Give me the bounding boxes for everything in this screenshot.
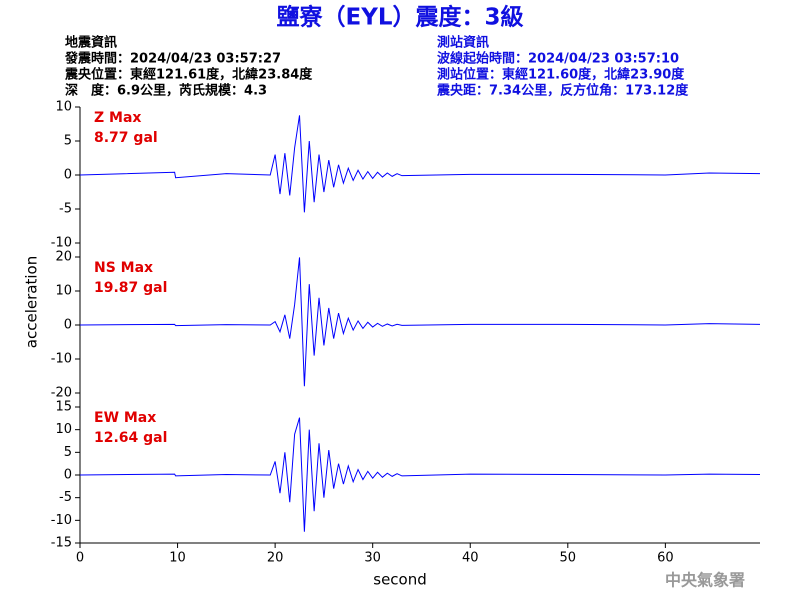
y-tick-label: -10 [51,352,72,367]
info-right: 測站位置：東經121.60度，北緯23.90度 [437,67,685,83]
annotation: Z Max [94,110,141,126]
annotation: NS Max [94,260,153,276]
credit: 中央氣象署 [665,571,745,590]
info-right: 測站資訊 [437,35,489,51]
annotation: 8.77 gal [94,130,158,146]
y-tick-label: 20 [55,250,72,265]
x-tick-label: 60 [657,551,674,566]
info-right: 波線起始時間：2024/04/23 03:57:10 [437,51,679,67]
y-tick-label: -10 [51,513,72,528]
chart-title: 鹽寮（EYL）震度：3級 [276,4,523,31]
info-left: 發震時間：2024/04/23 03:57:27 [64,51,281,67]
waveform [79,417,761,532]
y-tick-label: -15 [51,536,72,551]
y-tick-label: 5 [64,134,72,149]
y-tick-label: 0 [64,468,72,483]
y-tick-label: 10 [55,284,72,299]
y-tick-label: -10 [51,236,72,251]
waveform [79,257,761,387]
y-tick-label: 5 [64,445,72,460]
waveform [79,115,761,213]
annotation: 12.64 gal [94,430,167,446]
x-tick-label: 40 [462,551,479,566]
y-tick-label: -5 [59,490,72,505]
x-tick-label: 30 [364,551,381,566]
y-tick-label: 10 [55,100,72,115]
x-axis-label: second [373,571,427,589]
annotation: EW Max [94,410,156,426]
info-left: 深 度：6.9公里，芮氏規模：4.3 [65,83,267,99]
info-left: 地震資訊 [65,35,117,51]
y-tick-label: 0 [64,168,72,183]
x-tick-label: 50 [560,551,577,566]
y-tick-label: 15 [55,400,72,415]
x-tick-label: 0 [76,551,84,566]
y-tick-label: 0 [64,318,72,333]
info-right: 震央距：7.34公里，反方位角：173.12度 [436,83,689,99]
x-tick-label: 10 [169,551,186,566]
x-tick-label: 20 [267,551,284,566]
y-axis-label: acceleration [23,256,41,348]
annotation: 19.87 gal [94,280,167,296]
y-tick-label: -5 [59,202,72,217]
y-tick-label: 10 [55,422,72,437]
info-left: 震央位置：東經121.61度，北緯23.84度 [64,67,313,83]
y-tick-label: -20 [51,386,72,401]
